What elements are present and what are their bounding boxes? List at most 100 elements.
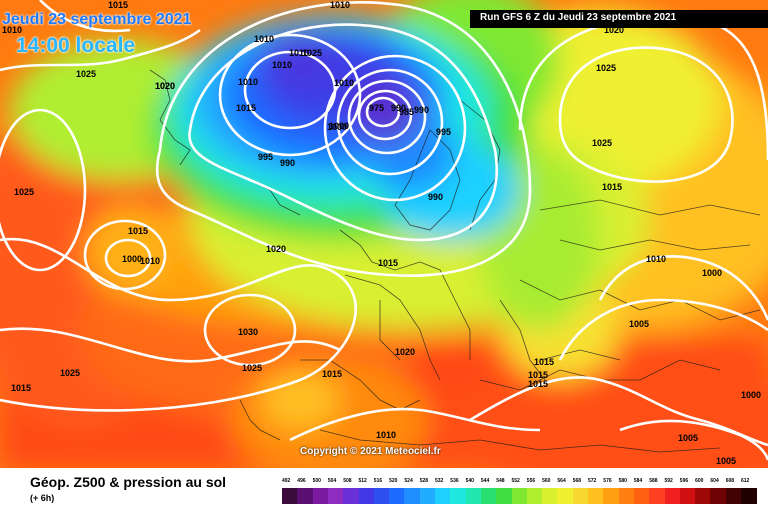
map-parameter-title: Géop. Z500 & pression au sol <box>30 474 227 490</box>
scale-value-label: 504 <box>327 478 337 484</box>
isobar-label: 1025 <box>596 63 617 73</box>
isobar-label: 1030 <box>238 327 259 337</box>
scale-value-label: 500 <box>312 478 321 484</box>
scale-value-label: 544 <box>480 478 490 484</box>
scale-value-label: 516 <box>373 478 383 484</box>
scale-color-swatch <box>542 488 559 504</box>
run-info-banner <box>470 10 768 28</box>
scale-color-swatch <box>435 488 451 504</box>
run-info-text: Run GFS 6 Z du Jeudi 23 septembre 2021 <box>480 12 677 23</box>
isobar-label: 1020 <box>395 347 416 357</box>
scale-color-swatch <box>511 488 528 504</box>
isobar-label: 1010 <box>330 0 351 10</box>
scale-color-swatch <box>282 488 298 504</box>
scale-value-label: 548 <box>496 478 505 484</box>
isobar-label: 1010 <box>140 256 161 266</box>
scale-value-label: 512 <box>358 478 367 484</box>
scale-value-label: 540 <box>465 478 474 484</box>
isobar-label: 1020 <box>266 244 287 254</box>
isobar-label: 1025 <box>242 363 263 373</box>
isobar-label: 1025 <box>14 187 35 197</box>
scale-value-label: 492 <box>282 478 291 484</box>
scale-color-swatch <box>312 488 329 504</box>
isobar-label: 1010 <box>272 60 293 70</box>
scale-color-swatch <box>297 488 314 504</box>
scale-value-label: 584 <box>633 478 643 484</box>
scale-color-swatch <box>603 488 620 504</box>
isobar-label: 975 <box>369 103 385 113</box>
isobar-label: 1010 <box>2 25 23 35</box>
isobar-label: 1025 <box>592 138 613 148</box>
isobar-label: 1005 <box>716 456 737 466</box>
isobar-label: 1025 <box>60 368 81 378</box>
isobar-label: 1000 <box>122 254 143 264</box>
scale-value-label: 560 <box>542 478 551 484</box>
scale-color-swatch <box>588 488 604 504</box>
scale-color-swatch <box>649 488 666 504</box>
scale-value-label: 592 <box>664 478 673 484</box>
isobar-label: 1005 <box>629 319 650 329</box>
scale-color-swatch <box>373 488 390 504</box>
scale-color-swatch <box>404 488 421 504</box>
scale-color-swatch <box>633 488 650 504</box>
isobar-label: 1020 <box>155 81 176 91</box>
isobar-label: 1010 <box>376 430 397 440</box>
isobar-label: 1015 <box>528 379 549 389</box>
isobar-label: 1000 <box>329 121 350 131</box>
scale-color-swatch <box>419 488 436 504</box>
scale-color-swatch <box>450 488 467 504</box>
scale-value-label: 532 <box>435 478 444 484</box>
isobar-label: 1010 <box>238 77 259 87</box>
isobar-label: 1015 <box>534 357 555 367</box>
scale-color-swatch <box>741 488 757 504</box>
scale-color-swatch <box>679 488 696 504</box>
isobar-label: 990 <box>391 103 407 113</box>
scale-value-label: 572 <box>588 478 597 484</box>
isobar-label: 1005 <box>678 433 699 443</box>
scale-value-label: 608 <box>725 478 735 484</box>
scale-color-swatch <box>618 488 635 504</box>
scale-value-label: 528 <box>419 478 429 484</box>
isobar-label: 1020 <box>604 25 625 35</box>
scale-value-label: 536 <box>450 478 459 484</box>
isobar-label: 1010 <box>646 254 667 264</box>
isobar-label: 995 <box>436 127 452 137</box>
isobar-label: 990 <box>414 105 430 115</box>
scale-value-label: 508 <box>343 478 352 484</box>
isobar-label: 1010 <box>289 48 310 58</box>
scale-color-swatch <box>695 488 712 504</box>
forecast-date-title: Jeudi 23 septembre 2021 <box>2 11 192 28</box>
scale-value-label: 588 <box>649 478 658 484</box>
scale-value-label: 576 <box>603 478 612 484</box>
geopotential-field <box>0 0 768 468</box>
isobar-label: 1015 <box>322 369 343 379</box>
isobar-label: 1015 <box>236 103 257 113</box>
isobar-label: 1020 <box>155 81 176 91</box>
scale-color-swatch <box>480 488 497 504</box>
isobar-label: 1010 <box>254 34 275 44</box>
weather-map: 1015 1010 1010 1025 1020 1025 1025 1010 … <box>0 0 768 468</box>
isobar-label: 1010 <box>334 78 355 88</box>
scale-color-swatch <box>557 488 574 504</box>
scale-value-label: 568 <box>572 478 582 484</box>
scale-color-swatch <box>496 488 513 504</box>
isobar-label: 990 <box>280 158 296 168</box>
forecast-time-title: 14:00 locale <box>16 34 136 57</box>
isobar-label: 1025 <box>76 69 97 79</box>
scale-color-swatch <box>725 488 742 504</box>
scale-value-label: 580 <box>618 478 627 484</box>
scale-value-label: 552 <box>511 478 520 484</box>
isobar-label: 1015 <box>528 370 549 380</box>
scale-value-label: 524 <box>404 478 413 484</box>
isobar-label: 1025 <box>302 48 323 58</box>
scale-value-label: 520 <box>389 478 398 484</box>
isobar-label: 1015 <box>602 182 623 192</box>
scale-color-swatch <box>327 488 344 504</box>
isobar-label: 985 <box>399 107 415 117</box>
isobar-label: 1000 <box>741 390 762 400</box>
scale-color-swatch <box>358 488 375 504</box>
scale-value-label: 612 <box>741 478 750 484</box>
isobar-label: 1015 <box>108 0 129 10</box>
scale-value-label: 600 <box>695 478 704 484</box>
isobar-label: 1015 <box>11 383 32 393</box>
